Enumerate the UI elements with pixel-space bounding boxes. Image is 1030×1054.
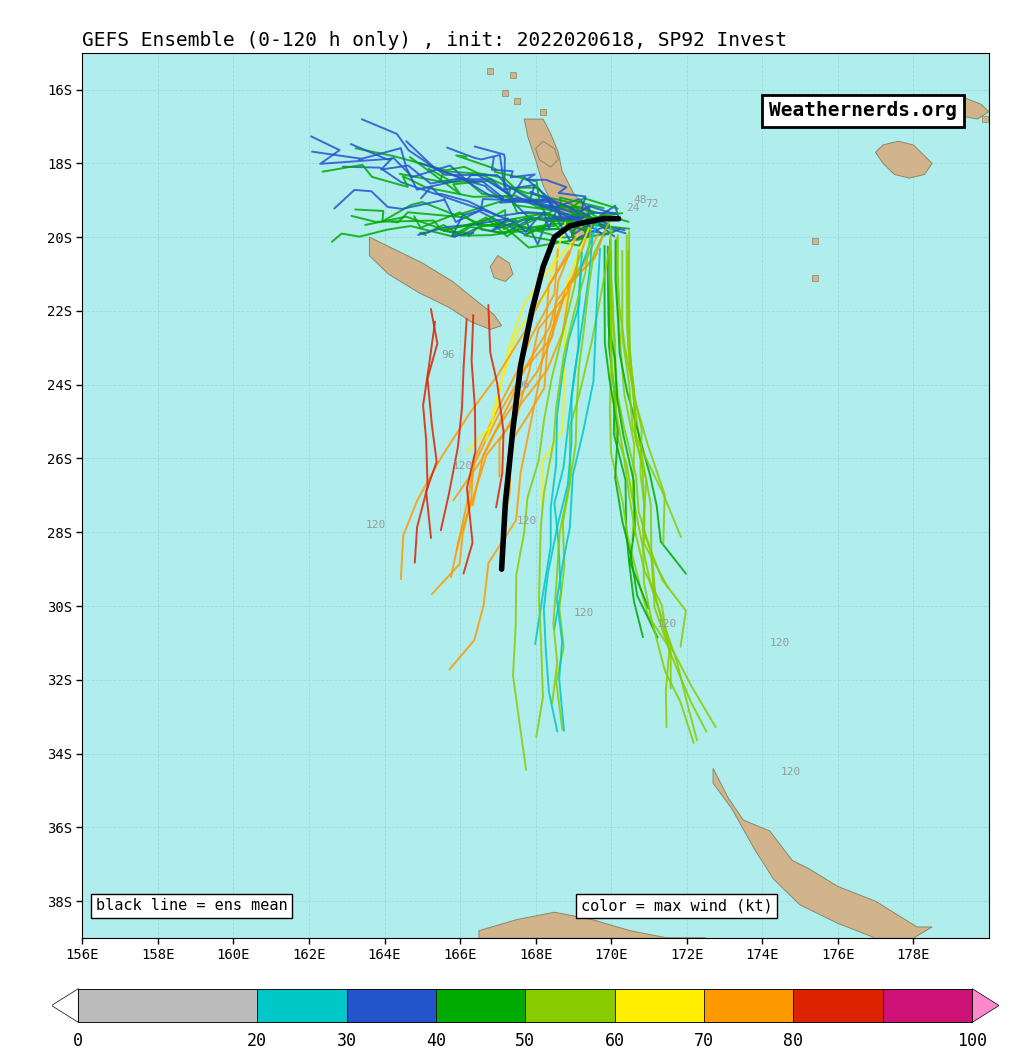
Text: 120: 120: [517, 516, 537, 526]
Text: 120: 120: [574, 608, 593, 619]
Text: 96: 96: [441, 350, 454, 360]
Text: black line = ens mean: black line = ens mean: [96, 898, 287, 913]
Polygon shape: [876, 141, 932, 178]
Polygon shape: [479, 912, 706, 938]
Bar: [436, 989, 525, 1022]
Bar: [883, 989, 972, 1022]
Bar: [525, 989, 615, 1022]
Text: 48: 48: [633, 195, 647, 206]
Text: 120: 120: [366, 520, 386, 530]
Bar: [793, 989, 883, 1022]
Text: GEFS Ensemble (0-120 h only) , init: 2022020618, SP92 Invest: GEFS Ensemble (0-120 h only) , init: 202…: [82, 31, 787, 50]
Text: 120: 120: [452, 461, 473, 471]
Bar: [346, 989, 436, 1022]
Text: 50: 50: [515, 1032, 536, 1050]
Text: 24: 24: [626, 202, 640, 213]
Polygon shape: [370, 237, 502, 329]
Text: 120: 120: [656, 620, 677, 629]
Text: 20: 20: [247, 1032, 267, 1050]
Text: 120: 120: [769, 638, 790, 648]
Text: 60: 60: [605, 1032, 625, 1050]
Text: 80: 80: [784, 1032, 803, 1050]
Text: 30: 30: [337, 1032, 356, 1050]
Text: 96: 96: [517, 379, 530, 390]
Text: 40: 40: [425, 1032, 446, 1050]
Text: 72: 72: [645, 199, 658, 209]
Polygon shape: [52, 989, 78, 1022]
Text: Weathernerds.org: Weathernerds.org: [769, 101, 957, 120]
Polygon shape: [943, 97, 989, 119]
Text: color = max wind (kt): color = max wind (kt): [581, 898, 772, 913]
Bar: [705, 989, 793, 1022]
Bar: [258, 989, 346, 1022]
Polygon shape: [713, 768, 932, 938]
Text: 0: 0: [73, 1032, 83, 1050]
Text: 100: 100: [957, 1032, 988, 1050]
Text: 120: 120: [781, 767, 801, 777]
Polygon shape: [972, 989, 999, 1022]
Text: 70: 70: [694, 1032, 714, 1050]
Polygon shape: [490, 256, 513, 281]
Bar: [615, 989, 705, 1022]
Polygon shape: [524, 119, 592, 241]
Bar: [78, 989, 258, 1022]
Polygon shape: [536, 141, 558, 168]
